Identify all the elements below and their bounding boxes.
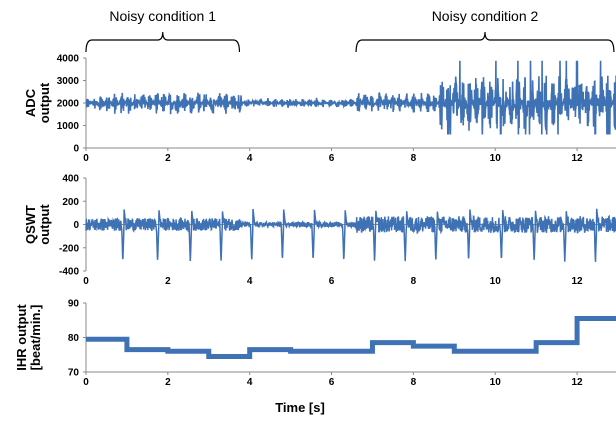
adc-series-line xyxy=(85,60,616,135)
ihr-xtick-label: 12 xyxy=(572,377,584,388)
ihr-xtick-label: 8 xyxy=(411,377,417,388)
adc-xtick-label: 4 xyxy=(247,153,253,164)
adc-ytick-label: 2000 xyxy=(57,99,80,110)
adc-y-axis-label-line: output xyxy=(37,82,52,123)
qswt-ytick-label: 400 xyxy=(62,174,79,185)
qswt-series-line xyxy=(85,208,616,262)
adc-y-axis-label-line: ADC xyxy=(23,88,38,117)
annotation-bracket xyxy=(355,31,615,53)
adc-ytick-label: 3000 xyxy=(57,76,80,87)
ihr-ytick-label: 90 xyxy=(68,299,80,310)
qswt-xtick-label: 6 xyxy=(329,276,335,287)
ihr-xtick-label: 0 xyxy=(83,377,89,388)
ihr-y-axis-label: IHR output[beat/min.] xyxy=(14,304,43,371)
qswt-panel: -400 -200 0 200 400 0 2 4 6 8 10 12 QSWToutput xyxy=(23,174,616,287)
adc-xtick-label: 0 xyxy=(83,153,89,164)
qswt-y-axis-label-line: QSWT xyxy=(23,205,38,244)
ihr-ytick-label: 80 xyxy=(68,333,80,344)
annotation-label: Noisy condition 1 xyxy=(109,8,216,24)
ihr-panel: 70 80 90 0 2 4 6 8 10 12 IHR output[beat/min.] xyxy=(14,299,616,388)
adc-ytick-label: 4000 xyxy=(57,54,80,65)
ihr-xtick-label: 4 xyxy=(247,377,253,388)
ihr-xtick-label: 6 xyxy=(329,377,335,388)
x-axis-label: Time [s] xyxy=(275,400,325,415)
adc-xtick-label: 12 xyxy=(572,153,584,164)
qswt-xtick-label: 12 xyxy=(572,276,584,287)
ihr-y-axis-label-line: [beat/min.] xyxy=(28,305,43,371)
annotations: Noisy condition 1 Noisy condition 2 xyxy=(85,8,615,53)
adc-y-axis-label: ADCoutput xyxy=(23,82,52,123)
ihr-xtick-label: 10 xyxy=(490,377,502,388)
qswt-y-axis-label-line: output xyxy=(37,204,52,245)
qswt-xtick-label: 0 xyxy=(83,276,89,287)
adc-ytick-label: 0 xyxy=(73,144,79,155)
qswt-ytick-label: -400 xyxy=(59,267,79,278)
ihr-y-axis-label-line: IHR output xyxy=(14,304,29,371)
annotation-label: Noisy condition 2 xyxy=(432,8,539,24)
qswt-xtick-label: 2 xyxy=(165,276,171,287)
qswt-ytick-label: 0 xyxy=(73,220,79,231)
qswt-xtick-label: 4 xyxy=(247,276,253,287)
annotation-bracket xyxy=(85,31,241,53)
adc-xtick-label: 8 xyxy=(411,153,417,164)
qswt-xtick-label: 10 xyxy=(490,276,502,287)
qswt-y-axis-label: QSWToutput xyxy=(23,204,52,245)
adc-xtick-label: 2 xyxy=(165,153,171,164)
adc-panel: 0 1000 2000 3000 4000 0 2 4 6 8 10 12 ADCoutput xyxy=(23,54,616,164)
adc-xtick-label: 6 xyxy=(329,153,335,164)
ihr-ytick-label: 70 xyxy=(68,368,80,379)
ihr-series-line xyxy=(86,316,616,359)
qswt-xtick-label: 8 xyxy=(411,276,417,287)
adc-xtick-label: 10 xyxy=(490,153,502,164)
qswt-ytick-label: 200 xyxy=(62,197,79,208)
ihr-xtick-label: 2 xyxy=(165,377,171,388)
qswt-ytick-label: -200 xyxy=(59,243,79,254)
adc-ytick-label: 1000 xyxy=(57,121,80,132)
